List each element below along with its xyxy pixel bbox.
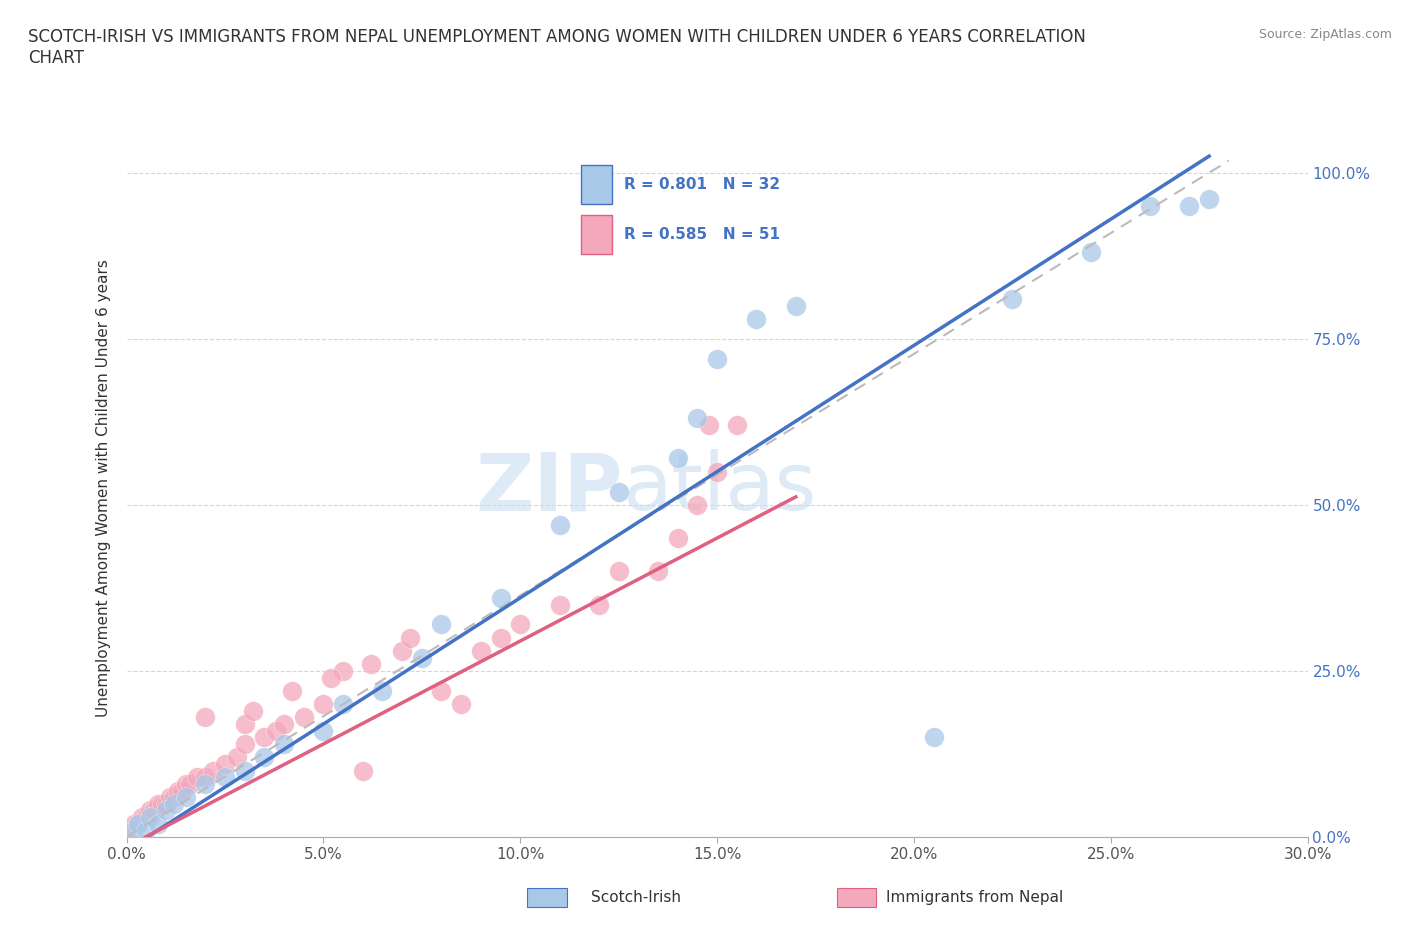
Point (202, 764, 225, 778)
Point (399, 631, 422, 645)
Point (139, 810, 162, 825)
Text: atlas: atlas (623, 449, 817, 527)
Point (332, 697, 354, 711)
Point (725, 418, 748, 432)
Point (139, 803, 162, 817)
Point (155, 803, 177, 817)
Point (194, 710, 217, 724)
Point (1139, 198, 1161, 213)
Point (120, 823, 142, 838)
Point (745, 312, 768, 326)
Point (273, 717, 295, 732)
Point (489, 591, 512, 605)
Point (127, 817, 149, 831)
Point (135, 810, 157, 825)
Point (174, 777, 197, 791)
Point (281, 684, 304, 698)
Point (411, 650, 433, 665)
Point (124, 817, 146, 831)
Point (697, 418, 720, 432)
Point (706, 464, 728, 479)
Point (233, 764, 256, 778)
Point (588, 597, 610, 612)
Point (159, 790, 181, 804)
Point (430, 684, 453, 698)
Text: SCOTCH-IRISH VS IMMIGRANTS FROM NEPAL UNEMPLOYMENT AMONG WOMEN WITH CHILDREN UND: SCOTCH-IRISH VS IMMIGRANTS FROM NEPAL UN… (28, 28, 1085, 67)
Point (264, 724, 287, 738)
Point (332, 663, 354, 678)
Point (1001, 291, 1024, 306)
Text: Immigrants from Nepal: Immigrants from Nepal (886, 890, 1063, 905)
Point (166, 783, 188, 798)
Point (706, 352, 728, 366)
Point (509, 617, 531, 631)
Point (233, 717, 256, 732)
Point (225, 750, 247, 764)
Point (127, 817, 149, 831)
Point (371, 684, 394, 698)
Point (360, 657, 382, 671)
Point (312, 697, 335, 711)
Point (170, 783, 193, 798)
Point (1178, 198, 1201, 213)
Point (174, 790, 197, 804)
Point (146, 817, 169, 831)
Point (548, 597, 571, 612)
Point (686, 411, 709, 426)
Point (186, 770, 208, 785)
Point (233, 737, 256, 751)
Point (686, 498, 709, 512)
Point (163, 790, 186, 804)
Point (135, 823, 157, 838)
Point (666, 451, 689, 466)
Point (214, 770, 236, 785)
Point (273, 737, 295, 751)
Point (150, 796, 173, 811)
Point (292, 710, 315, 724)
Point (242, 703, 264, 718)
Point (131, 810, 153, 825)
Point (607, 485, 630, 499)
Point (124, 823, 146, 838)
Point (922, 730, 945, 745)
Point (253, 750, 276, 764)
Point (312, 724, 335, 738)
Point (163, 796, 186, 811)
Point (489, 631, 512, 645)
Point (647, 564, 669, 578)
Point (179, 777, 201, 791)
Point (214, 756, 236, 771)
Point (352, 764, 374, 778)
Point (666, 531, 689, 546)
Point (321, 671, 343, 685)
Text: Scotch-Irish: Scotch-Irish (591, 890, 681, 905)
Point (194, 777, 217, 791)
Point (607, 564, 630, 578)
Point (143, 803, 166, 817)
Point (1080, 245, 1102, 259)
Point (470, 644, 492, 658)
Text: Source: ZipAtlas.com: Source: ZipAtlas.com (1258, 28, 1392, 41)
Point (785, 299, 807, 313)
Point (253, 730, 276, 745)
Point (430, 617, 453, 631)
Y-axis label: Unemployment Among Women with Children Under 6 years: Unemployment Among Women with Children U… (96, 259, 111, 717)
Point (450, 697, 472, 711)
Point (194, 770, 217, 785)
Point (548, 517, 571, 532)
Point (146, 796, 169, 811)
Point (1198, 192, 1220, 206)
Text: ZIP: ZIP (475, 449, 623, 527)
Point (155, 796, 177, 811)
Point (391, 644, 413, 658)
